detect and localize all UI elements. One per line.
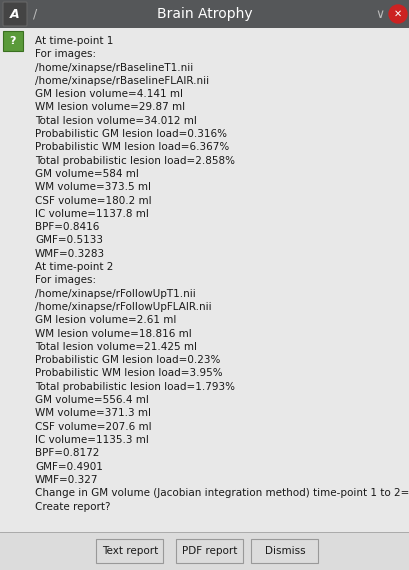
Text: Change in GM volume (Jacobian integration method) time-point 1 to 2=0.0262%: Change in GM volume (Jacobian integratio… [35, 488, 409, 498]
Text: IC volume=1137.8 ml: IC volume=1137.8 ml [35, 209, 148, 219]
Text: At time-point 2: At time-point 2 [35, 262, 113, 272]
FancyBboxPatch shape [3, 2, 27, 26]
Text: Total lesion volume=21.425 ml: Total lesion volume=21.425 ml [35, 342, 196, 352]
Text: BPF=0.8172: BPF=0.8172 [35, 448, 99, 458]
Text: GMF=0.4901: GMF=0.4901 [35, 462, 103, 471]
Text: Total probabilistic lesion load=1.793%: Total probabilistic lesion load=1.793% [35, 382, 234, 392]
Text: /home/xinapse/rFollowUpFLAIR.nii: /home/xinapse/rFollowUpFLAIR.nii [35, 302, 211, 312]
Text: Probabilistic WM lesion load=6.367%: Probabilistic WM lesion load=6.367% [35, 142, 229, 152]
Text: BPF=0.8416: BPF=0.8416 [35, 222, 99, 232]
Text: Probabilistic GM lesion load=0.23%: Probabilistic GM lesion load=0.23% [35, 355, 220, 365]
FancyBboxPatch shape [251, 539, 318, 563]
Text: For images:: For images: [35, 49, 96, 59]
Bar [0, 0, 409, 28]
Text: At time-point 1: At time-point 1 [35, 36, 113, 46]
Text: ∨: ∨ [375, 7, 384, 21]
Text: Probabilistic WM lesion load=3.95%: Probabilistic WM lesion load=3.95% [35, 368, 222, 378]
Text: Total probabilistic lesion load=2.858%: Total probabilistic lesion load=2.858% [35, 156, 234, 166]
Text: WM volume=373.5 ml: WM volume=373.5 ml [35, 182, 151, 192]
Text: A: A [10, 7, 20, 21]
Text: ✕: ✕ [393, 9, 401, 19]
Text: /home/xinapse/rBaselineFLAIR.nii: /home/xinapse/rBaselineFLAIR.nii [35, 76, 209, 86]
Text: For images:: For images: [35, 275, 96, 286]
Text: WMF=0.3283: WMF=0.3283 [35, 249, 105, 259]
Text: Total lesion volume=34.012 ml: Total lesion volume=34.012 ml [35, 116, 196, 126]
Text: PDF report: PDF report [182, 546, 237, 556]
Text: Brain Atrophy: Brain Atrophy [157, 7, 252, 21]
Bar [0, 28, 409, 532]
Text: GMF=0.5133: GMF=0.5133 [35, 235, 103, 246]
Text: WM volume=371.3 ml: WM volume=371.3 ml [35, 408, 151, 418]
Text: Dismiss: Dismiss [264, 546, 305, 556]
Text: WM lesion volume=18.816 ml: WM lesion volume=18.816 ml [35, 328, 191, 339]
Text: /home/xinapse/rFollowUpT1.nii: /home/xinapse/rFollowUpT1.nii [35, 288, 195, 299]
Text: CSF volume=180.2 ml: CSF volume=180.2 ml [35, 196, 151, 206]
Text: Probabilistic GM lesion load=0.316%: Probabilistic GM lesion load=0.316% [35, 129, 227, 139]
Text: /: / [33, 7, 37, 21]
Circle shape [388, 5, 406, 23]
Text: IC volume=1135.3 ml: IC volume=1135.3 ml [35, 435, 148, 445]
Text: Create report?: Create report? [35, 502, 110, 511]
Text: GM volume=584 ml: GM volume=584 ml [35, 169, 139, 179]
Text: GM lesion volume=4.141 ml: GM lesion volume=4.141 ml [35, 89, 182, 99]
Text: GM lesion volume=2.61 ml: GM lesion volume=2.61 ml [35, 315, 176, 325]
FancyBboxPatch shape [96, 539, 163, 563]
Text: ?: ? [10, 36, 16, 46]
Text: Text report: Text report [101, 546, 158, 556]
Text: CSF volume=207.6 ml: CSF volume=207.6 ml [35, 422, 151, 431]
Bar [0, 532, 409, 570]
Text: /home/xinapse/rBaselineT1.nii: /home/xinapse/rBaselineT1.nii [35, 63, 193, 72]
Text: WMF=0.327: WMF=0.327 [35, 475, 98, 485]
FancyBboxPatch shape [3, 31, 23, 51]
Text: WM lesion volume=29.87 ml: WM lesion volume=29.87 ml [35, 103, 185, 112]
FancyBboxPatch shape [176, 539, 243, 563]
Text: GM volume=556.4 ml: GM volume=556.4 ml [35, 395, 148, 405]
